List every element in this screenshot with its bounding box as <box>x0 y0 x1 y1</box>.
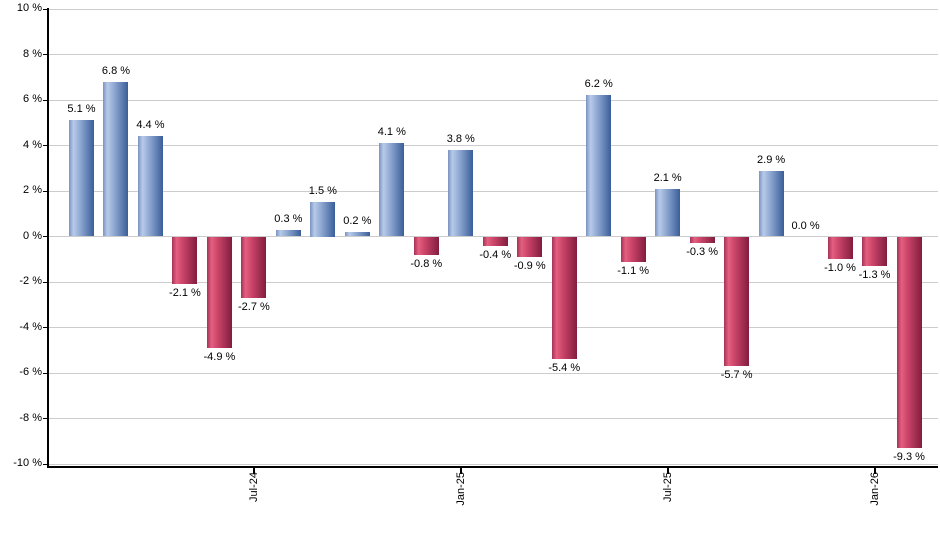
negative-bar <box>862 236 888 267</box>
positive-bar <box>137 136 163 237</box>
x-axis <box>47 465 938 468</box>
x-tick-mark <box>459 467 462 474</box>
y-tick-mark <box>43 463 48 465</box>
bar-value-label: -0.9 % <box>513 259 546 272</box>
negative-bar <box>620 236 646 262</box>
gridline--2 <box>48 281 938 283</box>
negative-bar <box>206 236 232 348</box>
bar-value-label: -4.9 % <box>203 350 236 363</box>
bar-value-label: 4.4 % <box>136 119 165 132</box>
bar-value-label: 5.1 % <box>67 103 96 116</box>
gridline--10 <box>48 463 938 465</box>
bar-value-label: 2.1 % <box>653 171 682 184</box>
bar-value-label: -0.8 % <box>410 257 443 270</box>
bar-value-label: 3.8 % <box>446 133 475 146</box>
gridline-6 <box>48 99 938 101</box>
bar-value-label: -5.7 % <box>720 369 753 382</box>
positive-bar <box>758 170 784 237</box>
bar-value-label: 4.1 % <box>377 126 406 139</box>
bar-value-label: -2.1 % <box>169 287 201 300</box>
gridline--4 <box>48 327 938 328</box>
x-tick-label-Jan-25: Jan-25 <box>454 472 467 506</box>
negative-bar <box>241 236 267 298</box>
negative-bar <box>482 236 508 246</box>
positive-bar <box>310 202 336 237</box>
bar-value-label: -9.3 % <box>893 451 925 464</box>
negative-bar <box>172 236 198 285</box>
y-tick-mark <box>43 281 48 283</box>
y-tick-mark <box>43 99 48 101</box>
bar-value-label: -1.0 % <box>824 262 856 275</box>
negative-bar <box>517 236 543 257</box>
y-tick-label: 8 % <box>23 47 42 60</box>
positive-bar <box>448 150 474 237</box>
negative-bar <box>551 236 577 360</box>
x-tick-label-Jul-25: Jul-25 <box>661 472 674 502</box>
bar-value-label: 0.2 % <box>343 214 372 227</box>
y-tick-label: 2 % <box>23 184 42 196</box>
positive-bar <box>379 143 405 237</box>
y-tick-mark <box>43 145 48 146</box>
positive-bar <box>655 188 681 237</box>
y-tick-mark <box>43 372 48 374</box>
bar-value-label: -5.4 % <box>548 362 581 375</box>
bar-value-label: 6.8 % <box>101 64 131 77</box>
gridline--6 <box>48 372 938 374</box>
negative-bar <box>689 236 715 244</box>
y-tick-label: 10 % <box>16 2 42 14</box>
bar-value-label: -1.3 % <box>858 269 891 282</box>
y-tick-mark <box>43 327 48 328</box>
y-tick-label: -10 % <box>13 457 42 469</box>
bar-value-label: 6.2 % <box>584 78 613 91</box>
y-tick-mark <box>43 54 48 55</box>
bar-value-label: -2.7 % <box>237 300 270 313</box>
positive-bar <box>69 120 94 237</box>
y-tick-label: -2 % <box>19 275 42 287</box>
bar-value-label: 0.3 % <box>274 212 303 225</box>
y-tick-label: 4 % <box>23 138 42 151</box>
y-tick-mark <box>43 236 48 237</box>
x-tick-mark <box>666 467 669 474</box>
gridline-4 <box>48 145 938 146</box>
x-tick-mark <box>252 467 255 474</box>
negative-bar <box>724 236 750 367</box>
y-tick-label: -6 % <box>19 366 42 378</box>
bar-value-label: -0.4 % <box>479 248 512 261</box>
positive-bar <box>275 229 301 237</box>
y-tick-label: -8 % <box>19 411 42 424</box>
x-tick-mark <box>873 467 876 474</box>
bar-value-label: 2.9 % <box>757 153 786 166</box>
y-tick-mark <box>43 418 48 419</box>
bar-value-label: -0.3 % <box>686 246 719 259</box>
y-tick-label: 0 % <box>23 229 42 242</box>
gridline-2 <box>48 190 938 192</box>
bar-value-label: -1.1 % <box>617 264 650 277</box>
x-tick-label-Jul-24: Jul-24 <box>247 472 260 502</box>
positive-bar <box>103 81 129 237</box>
y-tick-label: 6 % <box>23 93 42 105</box>
gridline--8 <box>48 418 938 419</box>
y-tick-mark <box>43 190 48 192</box>
gridline-10 <box>48 8 938 10</box>
negative-bar <box>413 236 439 255</box>
y-tick-label: -4 % <box>19 320 42 333</box>
positive-bar <box>344 231 370 237</box>
negative-bar <box>827 236 853 260</box>
gridline-8 <box>48 54 938 55</box>
bar-value-label: 0.0 % <box>791 219 820 232</box>
y-axis <box>47 8 49 468</box>
negative-bar <box>896 236 922 449</box>
x-tick-label-Jan-26: Jan-26 <box>868 472 881 506</box>
positive-bar <box>586 95 612 237</box>
bar-value-label: 1.5 % <box>308 185 337 198</box>
y-tick-mark <box>43 8 48 10</box>
